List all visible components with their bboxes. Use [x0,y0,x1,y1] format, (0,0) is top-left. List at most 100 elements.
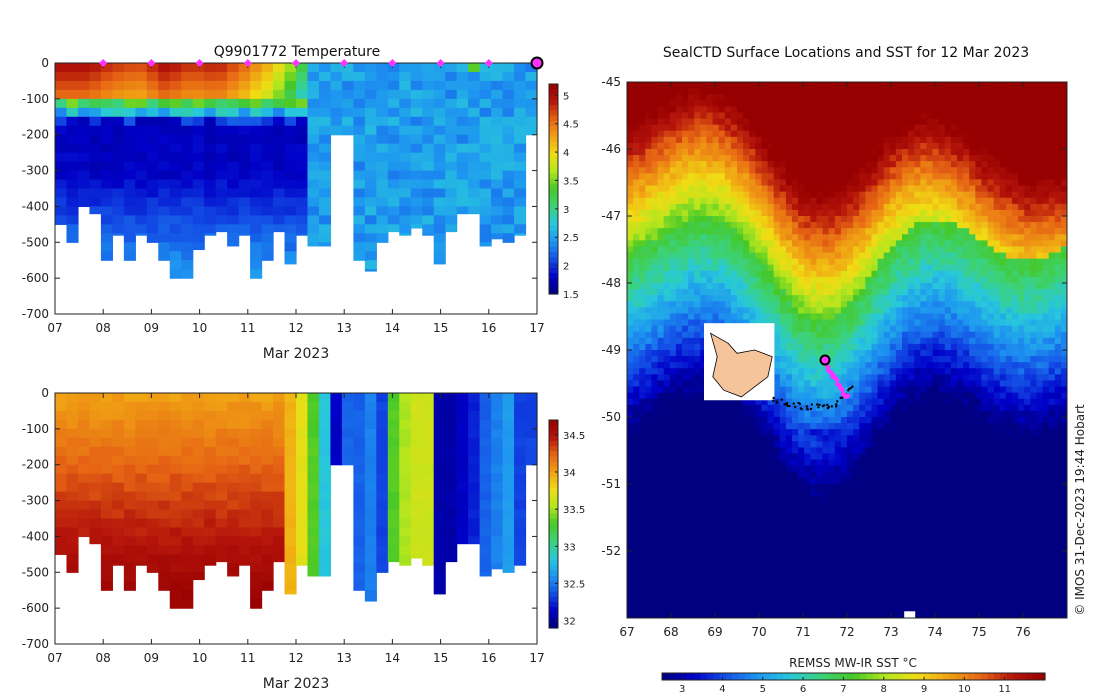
sst-cell [999,124,1007,132]
sst-cell [957,82,964,89]
temperature-cell [399,125,412,136]
sst-cell [975,264,982,272]
colorbar-segment [549,425,558,431]
sst-cell [767,155,775,162]
salinity-cell [192,482,205,493]
sst-cell [828,337,836,345]
sst-cell [1005,276,1013,284]
sst-cell [1024,94,1031,101]
sst-cell [663,307,671,314]
sst-cell [834,173,842,180]
colorbar-segment [549,602,558,608]
sst-cell [663,343,671,351]
sst-cell [1030,94,1037,101]
sst-cell [1018,185,1025,193]
temperature-y-axis: 0-100-200-300-400-500-600-700 [22,56,537,321]
sst-cell [1054,185,1062,193]
colorbar-segment [549,189,558,195]
temperature-cell [238,233,251,236]
temperature-cell [273,98,286,109]
sst-cell [822,222,830,229]
sst-cell [889,264,897,272]
temperature-cell [284,188,297,199]
sst-cell [761,118,769,126]
colorbar-segment [549,126,558,132]
sst-cell [651,142,659,150]
salinity-cell [146,509,159,520]
temperature-cell [284,224,297,234]
sst-cell [895,142,903,150]
temperature-cell [227,71,240,82]
sst-cell [914,179,921,187]
temperature-cell [318,242,332,247]
salinity-cell [66,500,79,511]
sst-cell [706,118,714,126]
temperature-cell [273,179,286,190]
temperature-cell [227,89,240,100]
temperature-cell [192,179,205,190]
sst-cell [926,185,934,193]
sst-cell [718,185,726,193]
sst-cell [902,136,909,144]
sst-cell [877,191,885,199]
sst-cell [847,209,854,217]
temperature-x-axis: 07 08 09 10 11 12 13 14 15 16 17 [47,63,545,335]
sst-cell [1036,82,1044,89]
sst-cell [688,197,695,205]
sst-cell [840,142,848,150]
sst-cell [669,124,677,132]
salinity-cell [55,419,68,430]
salinity-cell [364,536,377,546]
sst-cell [633,222,640,229]
salinity-cell [468,455,481,466]
x-tick-label: 17 [529,651,544,665]
sst-cell [816,222,824,229]
salinity-cell [491,393,504,403]
sst-cell [675,100,683,107]
sst-cell [920,264,927,272]
salinity-cell [89,455,102,466]
salinity-cell [284,473,297,484]
salinity-cell [364,410,377,421]
temperature-cell [227,170,240,181]
sst-cell [675,319,683,327]
sst-cell [688,142,695,150]
sst-cell [957,295,964,302]
sst-cell [1054,222,1062,229]
salinity-cell [445,527,458,538]
sst-cell [688,100,695,107]
sst-cell [834,313,842,321]
sst-cell [883,167,891,174]
sst-cell [688,234,695,241]
sst-cell [700,240,707,247]
temperature-cell [468,107,481,118]
sst-cell [767,283,775,290]
sst-cell [688,88,695,95]
sst-cell [1030,301,1037,308]
sst-cell [920,258,927,266]
sst-cell [645,343,652,351]
sst-cell [657,216,665,223]
sst-cell [1054,252,1062,260]
sst-cell [840,209,848,217]
sst-cell [798,124,805,132]
salinity-cell [158,428,171,439]
sst-cell [1018,100,1025,107]
sst-cell [999,301,1007,308]
temperature-cell [296,161,309,172]
sst-cell [859,100,866,107]
sst-cell [902,252,909,260]
sst-cell [1005,307,1013,314]
temperature-cell [353,188,366,199]
temperature-cell [491,197,504,208]
sst-cell [840,264,848,272]
colorbar-segment [549,534,558,541]
sst-cell [950,167,958,174]
sst-cell [950,124,958,132]
sst-cell [914,319,921,327]
sst-cell [712,136,720,144]
sst-cell [688,325,695,333]
sst-cell [957,270,964,278]
sst-cell [1054,228,1062,235]
sst-cell [1036,173,1044,180]
